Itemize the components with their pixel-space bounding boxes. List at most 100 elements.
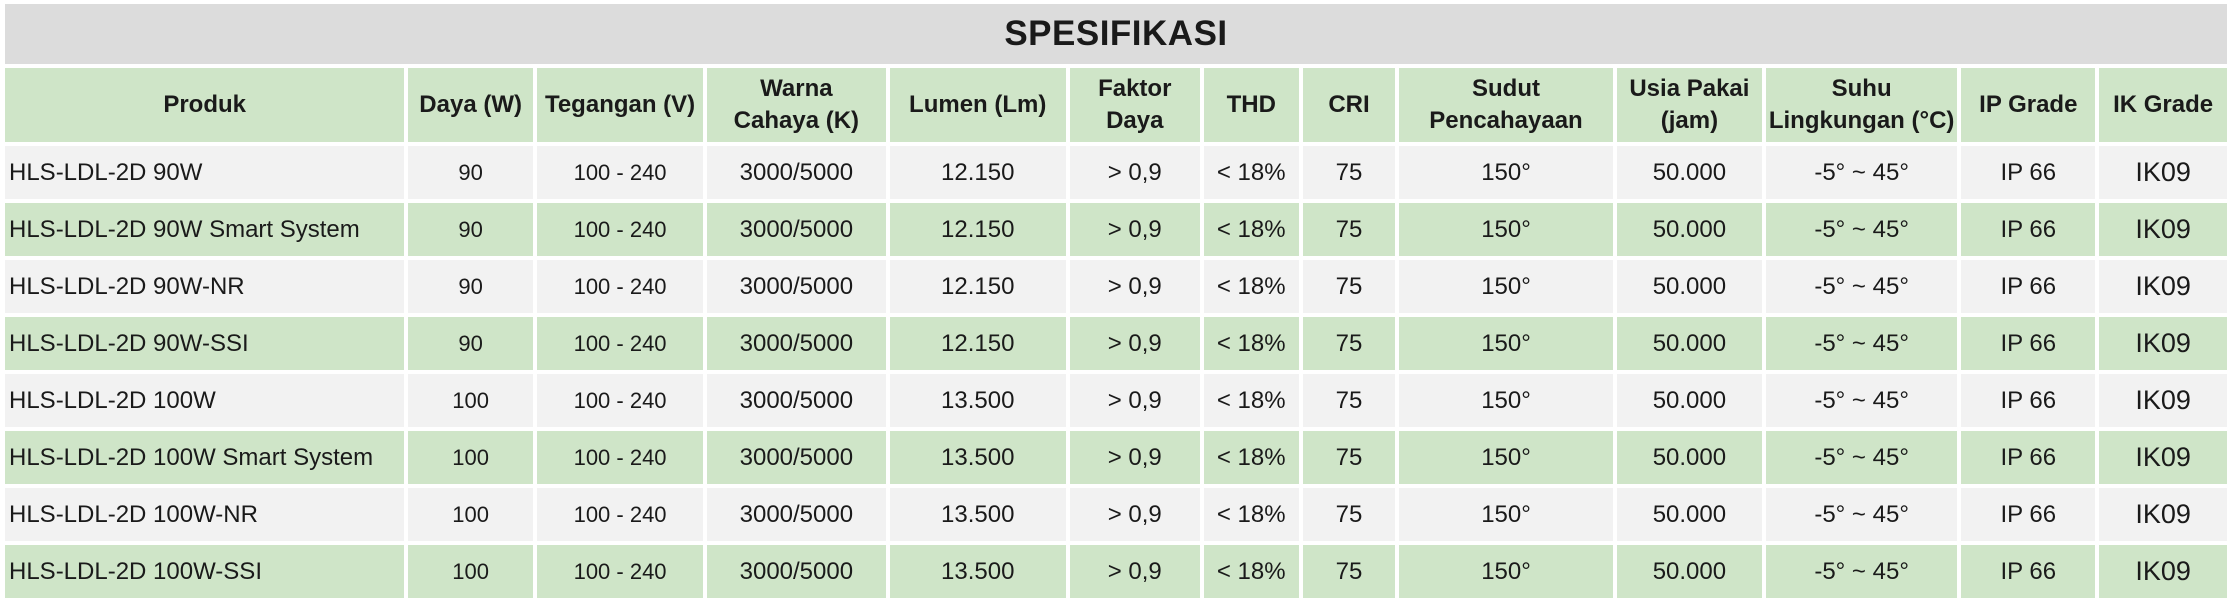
cell-usia-pakai: 50.000 (1616, 260, 1762, 313)
cell-suhu-lingkungan: -5° ~ 45° (1765, 545, 1958, 598)
cell-lumen: 12.150 (889, 317, 1066, 370)
cell-faktor-daya: > 0,9 (1069, 545, 1200, 598)
cell-suhu-lingkungan: -5° ~ 45° (1765, 260, 1958, 313)
cell-cri: 75 (1302, 431, 1396, 484)
cell-ik-grade: IK09 (2099, 317, 2227, 370)
cell-produk: HLS-LDL-2D 90W-SSI (5, 317, 405, 370)
cell-thd: < 18% (1203, 488, 1299, 541)
cell-thd: < 18% (1203, 317, 1299, 370)
cell-suhu-lingkungan: -5° ~ 45° (1765, 431, 1958, 484)
column-header-ip-grade: IP Grade (1961, 68, 2096, 142)
table-row: HLS-LDL-2D 90W 90 100 - 240 3000/5000 12.150… (5, 146, 2227, 199)
cell-suhu-lingkungan: -5° ~ 45° (1765, 317, 1958, 370)
cell-ik-grade: IK09 (2099, 146, 2227, 199)
cell-suhu-lingkungan: -5° ~ 45° (1765, 146, 1958, 199)
column-header-ik-grade: IK Grade (2099, 68, 2227, 142)
cell-thd: < 18% (1203, 545, 1299, 598)
cell-lumen: 12.150 (889, 146, 1066, 199)
cell-cri: 75 (1302, 545, 1396, 598)
cell-cri: 75 (1302, 203, 1396, 256)
column-header-cri: CRI (1302, 68, 1396, 142)
cell-tegangan: 100 - 240 (536, 374, 704, 427)
cell-lumen: 13.500 (889, 545, 1066, 598)
table-row: HLS-LDL-2D 90W-NR 90 100 - 240 3000/5000 12.… (5, 260, 2227, 313)
cell-thd: < 18% (1203, 146, 1299, 199)
cell-ip-grade: IP 66 (1961, 260, 2096, 313)
column-header-tegangan: Tegangan (V) (536, 68, 704, 142)
cell-lumen: 13.500 (889, 488, 1066, 541)
cell-faktor-daya: > 0,9 (1069, 260, 1200, 313)
cell-lumen: 13.500 (889, 374, 1066, 427)
cell-daya: 100 (408, 431, 533, 484)
cell-produk: HLS-LDL-2D 100W-NR (5, 488, 405, 541)
cell-warna-cahaya: 3000/5000 (707, 431, 886, 484)
column-header-lumen: Lumen (Lm) (889, 68, 1066, 142)
cell-ip-grade: IP 66 (1961, 488, 2096, 541)
column-header-faktor-daya: Faktor Daya (1069, 68, 1200, 142)
cell-ip-grade: IP 66 (1961, 431, 2096, 484)
table-row: HLS-LDL-2D 100W-NR 100 100 - 240 3000/5000 1… (5, 488, 2227, 541)
cell-cri: 75 (1302, 374, 1396, 427)
cell-warna-cahaya: 3000/5000 (707, 146, 886, 199)
cell-usia-pakai: 50.000 (1616, 488, 1762, 541)
table-body: HLS-LDL-2D 90W 90 100 - 240 3000/5000 12.150… (5, 146, 2227, 598)
table-row: HLS-LDL-2D 100W 100 100 - 240 3000/5000 13.5… (5, 374, 2227, 427)
cell-daya: 90 (408, 203, 533, 256)
cell-faktor-daya: > 0,9 (1069, 431, 1200, 484)
cell-cri: 75 (1302, 317, 1396, 370)
cell-tegangan: 100 - 240 (536, 203, 704, 256)
cell-ik-grade: IK09 (2099, 374, 2227, 427)
cell-tegangan: 100 - 240 (536, 317, 704, 370)
cell-tegangan: 100 - 240 (536, 431, 704, 484)
cell-sudut-pencahayaan: 150° (1399, 374, 1613, 427)
cell-ip-grade: IP 66 (1961, 374, 2096, 427)
cell-ik-grade: IK09 (2099, 545, 2227, 598)
cell-lumen: 12.150 (889, 260, 1066, 313)
table-row: HLS-LDL-2D 90W Smart System 90 100 - 240 30… (5, 203, 2227, 256)
cell-usia-pakai: 50.000 (1616, 431, 1762, 484)
cell-suhu-lingkungan: -5° ~ 45° (1765, 203, 1958, 256)
cell-faktor-daya: > 0,9 (1069, 317, 1200, 370)
cell-produk: HLS-LDL-2D 90W Smart System (5, 203, 405, 256)
cell-daya: 90 (408, 317, 533, 370)
cell-suhu-lingkungan: -5° ~ 45° (1765, 488, 1958, 541)
column-header-daya: Daya (W) (408, 68, 533, 142)
cell-warna-cahaya: 3000/5000 (707, 374, 886, 427)
cell-ip-grade: IP 66 (1961, 317, 2096, 370)
cell-warna-cahaya: 3000/5000 (707, 488, 886, 541)
column-header-usia-pakai: Usia Pakai (jam) (1616, 68, 1762, 142)
cell-ip-grade: IP 66 (1961, 545, 2096, 598)
cell-thd: < 18% (1203, 374, 1299, 427)
cell-tegangan: 100 - 240 (536, 260, 704, 313)
table-title: SPESIFIKASI (5, 4, 2227, 64)
cell-lumen: 12.150 (889, 203, 1066, 256)
spec-sheet: SPESIFIKASI Produk Daya (W) Tegangan (V)… (5, 4, 2231, 602)
cell-warna-cahaya: 3000/5000 (707, 260, 886, 313)
cell-produk: HLS-LDL-2D 100W-SSI (5, 545, 405, 598)
cell-usia-pakai: 50.000 (1616, 146, 1762, 199)
cell-sudut-pencahayaan: 150° (1399, 431, 1613, 484)
cell-ip-grade: IP 66 (1961, 203, 2096, 256)
cell-warna-cahaya: 3000/5000 (707, 545, 886, 598)
cell-cri: 75 (1302, 488, 1396, 541)
cell-daya: 90 (408, 146, 533, 199)
cell-usia-pakai: 50.000 (1616, 545, 1762, 598)
cell-produk: HLS-LDL-2D 100W Smart System (5, 431, 405, 484)
cell-ik-grade: IK09 (2099, 260, 2227, 313)
cell-tegangan: 100 - 240 (536, 488, 704, 541)
cell-sudut-pencahayaan: 150° (1399, 545, 1613, 598)
column-header-thd: THD (1203, 68, 1299, 142)
cell-tegangan: 100 - 240 (536, 146, 704, 199)
cell-faktor-daya: > 0,9 (1069, 488, 1200, 541)
cell-suhu-lingkungan: -5° ~ 45° (1765, 374, 1958, 427)
cell-daya: 100 (408, 374, 533, 427)
cell-thd: < 18% (1203, 260, 1299, 313)
table-row: HLS-LDL-2D 100W Smart System 100 100 - 240… (5, 431, 2227, 484)
header-row: Produk Daya (W) Tegangan (V) Warna Cahay… (5, 68, 2227, 142)
cell-cri: 75 (1302, 146, 1396, 199)
column-header-suhu-lingkungan: Suhu Lingkungan (°C) (1765, 68, 1958, 142)
cell-sudut-pencahayaan: 150° (1399, 260, 1613, 313)
cell-usia-pakai: 50.000 (1616, 374, 1762, 427)
cell-lumen: 13.500 (889, 431, 1066, 484)
